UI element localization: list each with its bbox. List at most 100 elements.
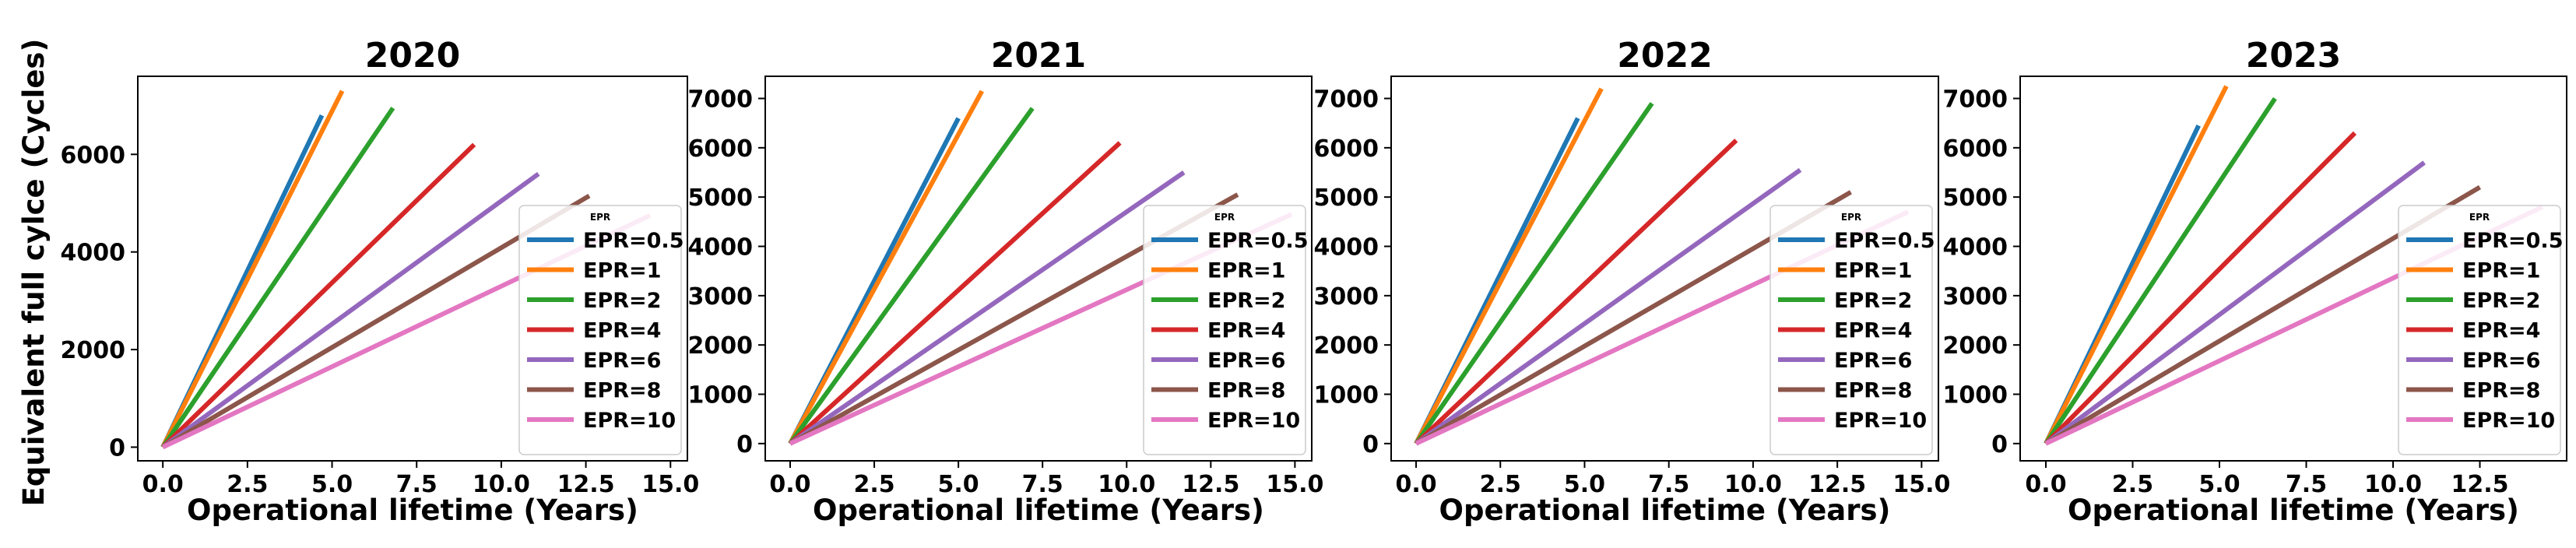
legend-label: EPR=8 <box>1834 379 1912 403</box>
axes-frame <box>764 76 1313 462</box>
legend-label: EPR=2 <box>1834 289 1912 313</box>
legend-label: EPR=6 <box>1834 349 1912 373</box>
legend: EPR EPR=0.5 EPR=1 EPR=2 EPR=4 EPR=6 EPR=8 EPR=1… <box>2398 205 2563 455</box>
y-tick-label: 3000 <box>688 283 754 311</box>
series-line-epr-1 <box>160 90 345 448</box>
legend-label: EPR=10 <box>583 409 676 433</box>
x-tick-label: 12.5 <box>557 471 615 498</box>
legend-label: EPR=2 <box>583 289 661 313</box>
y-tick-label: 7000 <box>1314 86 1379 114</box>
y-tick-label: 0 <box>109 434 125 462</box>
y-tick-label: 3000 <box>1943 283 2008 311</box>
series-line-epr-1 <box>2044 85 2229 445</box>
x-axis-label: Operational lifetime (Years) <box>187 494 638 527</box>
legend-label: EPR=4 <box>1207 319 1285 343</box>
x-tick-label: 7.5 <box>1648 471 1689 498</box>
x-tick-label: 15.0 <box>641 471 699 498</box>
legend-label: EPR=4 <box>1834 319 1912 343</box>
x-tick-label: 5.0 <box>1564 471 1605 498</box>
series-line-epr-6 <box>789 170 1186 446</box>
y-tick-label: 4000 <box>61 240 126 267</box>
series-line-epr-6 <box>1415 167 1802 446</box>
series-line-epr-2 <box>2044 97 2277 445</box>
legend-label: EPR=0.5 <box>1207 229 1308 253</box>
y-tick-label: 2000 <box>1314 332 1379 360</box>
legend-title: EPR <box>590 212 610 223</box>
chart-title: 2022 <box>1617 36 1712 76</box>
x-tick-label: 2.5 <box>227 471 268 498</box>
y-tick-label: 5000 <box>1314 184 1379 212</box>
chart-title: 2023 <box>2246 36 2341 76</box>
legend: EPR EPR=0.5 EPR=1 EPR=2 EPR=4 EPR=6 EPR=8 EPR=1… <box>518 205 684 455</box>
series-line-epr-4 <box>2044 131 2357 445</box>
chart-title: 2021 <box>991 36 1086 76</box>
x-tick-label: 10.0 <box>2364 471 2422 498</box>
y-tick-label: 5000 <box>1943 184 2008 212</box>
series-line-epr-1 <box>788 90 985 445</box>
y-tick-label: 1000 <box>1943 382 2008 409</box>
legend-label: EPR=0.5 <box>1834 229 1935 253</box>
y-tick-label: 1000 <box>688 382 754 409</box>
legend-title: EPR <box>2469 212 2490 223</box>
y-tick-label: 0 <box>1362 431 1379 458</box>
y-tick-label: 7000 <box>1943 86 2008 114</box>
legend-label: EPR=10 <box>1207 409 1300 433</box>
y-axis-label: Equivalent full cylce (Cycles) <box>17 39 51 507</box>
y-tick-label: 5000 <box>688 184 754 212</box>
series-line-epr-4 <box>788 141 1122 446</box>
x-tick-label: 12.5 <box>1182 471 1239 498</box>
axes-frame <box>2019 76 2567 462</box>
y-tick-label: 2000 <box>61 337 126 364</box>
x-axis-label: Operational lifetime (Years) <box>2068 494 2519 527</box>
y-tick-label: 4000 <box>688 234 754 262</box>
legend-label: EPR=8 <box>1207 379 1285 403</box>
x-tick-label: 7.5 <box>396 471 438 498</box>
x-tick-label: 2.5 <box>853 471 894 498</box>
legend-label: EPR=1 <box>1834 259 1912 283</box>
legend-label: EPR=10 <box>1834 409 1927 433</box>
series-line-epr-4 <box>1414 139 1738 446</box>
x-tick-label: 2.5 <box>2112 471 2153 498</box>
y-tick-label: 7000 <box>688 86 754 114</box>
y-tick-label: 6000 <box>1314 135 1379 163</box>
legend-label: EPR=2 <box>1207 289 1285 313</box>
legend-label: EPR=1 <box>1207 259 1285 283</box>
series-line-epr-2 <box>1414 102 1654 445</box>
x-tick-label: 2.5 <box>1480 471 1521 498</box>
x-tick-label: 10.0 <box>1724 471 1782 498</box>
legend-label: EPR=10 <box>2462 409 2555 433</box>
x-tick-label: 12.5 <box>2451 471 2508 498</box>
series-line-epr-6 <box>2044 160 2426 446</box>
y-tick-label: 6000 <box>688 135 754 163</box>
y-tick-label: 4000 <box>1314 234 1379 262</box>
chart-panel-2021: 2021 0.0 2.5 5.0 7.5 10.0 12.5 15.0 0 1000 2000 300… <box>688 36 1324 527</box>
chart-panel-2022: 2022 0.0 2.5 5.0 7.5 10.0 12.5 15.0 0 1000 2000 300… <box>1314 36 1951 527</box>
x-tick-label: 0.0 <box>1395 471 1436 498</box>
x-tick-label: 15.0 <box>1266 471 1323 498</box>
x-tick-label: 7.5 <box>1022 471 1063 498</box>
y-tick-label: 1000 <box>1314 382 1379 409</box>
legend-label: EPR=6 <box>583 349 661 373</box>
x-tick-label: 12.5 <box>1808 471 1866 498</box>
x-tick-label: 0.0 <box>142 471 184 498</box>
legend-label: EPR=8 <box>583 379 661 403</box>
y-tick-label: 2000 <box>688 332 754 360</box>
legend-label: EPR=6 <box>1207 349 1285 373</box>
x-tick-label: 15.0 <box>1892 471 1950 498</box>
series-line-epr-1 <box>1414 87 1604 445</box>
legend-label: EPR=1 <box>2462 259 2540 283</box>
legend-title: EPR <box>1214 212 1235 223</box>
x-tick-label: 10.0 <box>1098 471 1155 498</box>
legend-label: EPR=4 <box>2462 319 2540 343</box>
y-tick-label: 6000 <box>1943 135 2008 163</box>
legend: EPR EPR=0.5 EPR=1 EPR=2 EPR=4 EPR=6 EPR=8 EPR=1… <box>1143 205 1308 455</box>
series-line-epr-8 <box>161 194 591 450</box>
x-tick-label: 7.5 <box>2286 471 2327 498</box>
legend-title: EPR <box>1841 212 1861 223</box>
x-axis-label: Operational lifetime (Years) <box>1439 494 1891 527</box>
x-tick-label: 5.0 <box>311 471 353 498</box>
x-tick-label: 0.0 <box>769 471 810 498</box>
chart-title: 2020 <box>365 36 460 76</box>
legend-label: EPR=0.5 <box>583 229 684 253</box>
